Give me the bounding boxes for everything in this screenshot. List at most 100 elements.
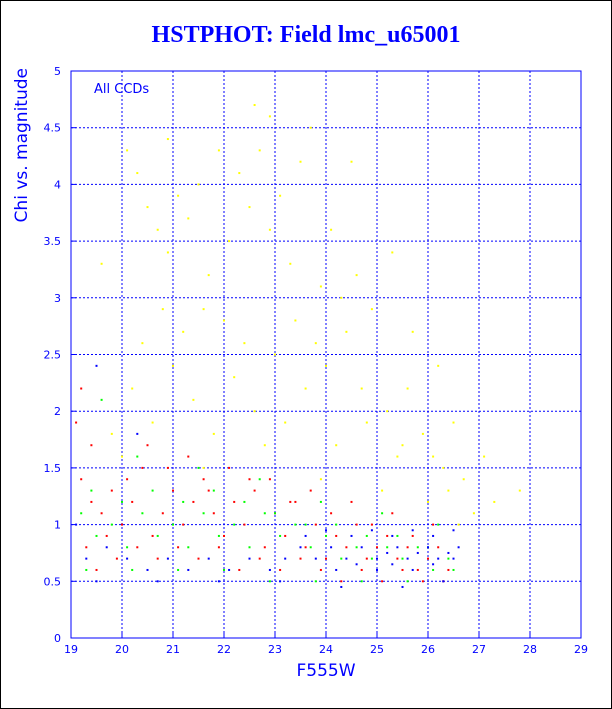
data-point xyxy=(411,330,414,333)
data-point xyxy=(350,500,353,503)
data-point xyxy=(177,568,180,571)
x-tick-label: 21 xyxy=(166,643,180,656)
data-point xyxy=(95,364,98,367)
y-tick-label: 4.5 xyxy=(44,122,62,135)
x-tick-label: 28 xyxy=(523,643,537,656)
x-tick-label: 27 xyxy=(472,643,486,656)
data-point xyxy=(243,523,246,526)
data-point xyxy=(85,568,88,571)
data-point xyxy=(197,183,200,186)
data-point xyxy=(100,262,103,265)
data-point xyxy=(437,557,440,560)
data-point xyxy=(182,330,185,333)
data-point xyxy=(472,512,475,515)
data-point xyxy=(121,455,123,458)
data-point xyxy=(289,262,292,265)
data-point xyxy=(314,557,317,560)
data-point xyxy=(325,529,327,532)
data-point xyxy=(263,546,266,549)
data-point xyxy=(217,546,220,549)
data-point xyxy=(391,512,394,515)
data-point xyxy=(335,534,338,537)
data-point xyxy=(391,534,394,537)
data-point xyxy=(95,580,98,583)
data-point xyxy=(202,478,205,481)
data-point xyxy=(416,568,419,571)
data-point xyxy=(243,500,246,503)
data-point xyxy=(253,104,256,107)
data-point xyxy=(299,160,302,163)
data-point xyxy=(279,534,282,537)
data-point xyxy=(416,546,419,549)
chart-title: HSTPHOT: Field lmc_u65001 xyxy=(151,22,461,48)
data-point xyxy=(197,557,200,560)
data-point xyxy=(360,580,363,583)
data-point xyxy=(182,500,185,503)
data-point xyxy=(370,529,373,532)
y-axis-label: Chi vs. magnitude xyxy=(12,68,32,222)
data-point xyxy=(136,172,139,175)
data-point xyxy=(427,546,429,549)
data-point xyxy=(304,387,307,390)
x-tick-label: 20 xyxy=(115,643,129,656)
data-point xyxy=(115,557,118,560)
data-point xyxy=(294,523,297,526)
x-tick-label: 29 xyxy=(574,643,588,656)
grid-lines xyxy=(71,71,581,638)
data-point xyxy=(80,478,83,481)
data-point xyxy=(228,568,231,571)
data-point xyxy=(197,466,200,469)
data-point xyxy=(406,557,409,560)
data-point xyxy=(427,557,429,560)
data-point xyxy=(233,376,236,379)
data-point xyxy=(90,489,93,492)
data-point xyxy=(217,534,220,537)
data-point xyxy=(406,546,409,549)
data-point xyxy=(161,308,164,311)
data-point xyxy=(411,534,414,537)
data-point xyxy=(126,557,129,560)
data-point xyxy=(416,551,419,554)
x-axis-label: F555W xyxy=(296,661,355,681)
data-point xyxy=(172,364,174,367)
data-point xyxy=(166,557,169,560)
data-point xyxy=(110,523,113,526)
y-tick-label: 1 xyxy=(54,519,61,532)
data-point xyxy=(258,557,261,560)
data-point xyxy=(248,546,251,549)
data-point xyxy=(432,523,435,526)
data-point xyxy=(75,421,78,424)
y-tick-label: 3 xyxy=(54,292,61,305)
data-point xyxy=(136,455,139,458)
data-point xyxy=(386,546,389,549)
data-point xyxy=(330,546,333,549)
data-point xyxy=(156,580,159,583)
data-point xyxy=(370,557,373,560)
data-point xyxy=(294,319,297,322)
data-point xyxy=(355,523,358,526)
data-point xyxy=(136,432,139,435)
data-point xyxy=(166,251,169,254)
data-point xyxy=(187,217,190,220)
data-point xyxy=(304,534,307,537)
x-tick-label: 23 xyxy=(268,643,282,656)
data-point xyxy=(110,432,113,435)
data-point xyxy=(335,444,338,447)
data-point xyxy=(80,387,83,390)
data-point xyxy=(432,534,435,537)
data-point xyxy=(457,523,460,526)
data-point xyxy=(381,512,384,515)
data-point xyxy=(223,568,225,571)
data-point xyxy=(156,557,159,560)
data-point xyxy=(258,149,261,152)
data-point xyxy=(447,557,450,560)
data-point xyxy=(172,489,174,492)
data-point xyxy=(309,126,312,129)
data-point xyxy=(284,421,287,424)
data-point xyxy=(314,342,317,345)
data-point xyxy=(121,500,123,503)
data-point xyxy=(376,568,378,571)
data-point xyxy=(105,534,108,537)
data-point xyxy=(156,534,159,537)
data-point xyxy=(207,274,210,277)
